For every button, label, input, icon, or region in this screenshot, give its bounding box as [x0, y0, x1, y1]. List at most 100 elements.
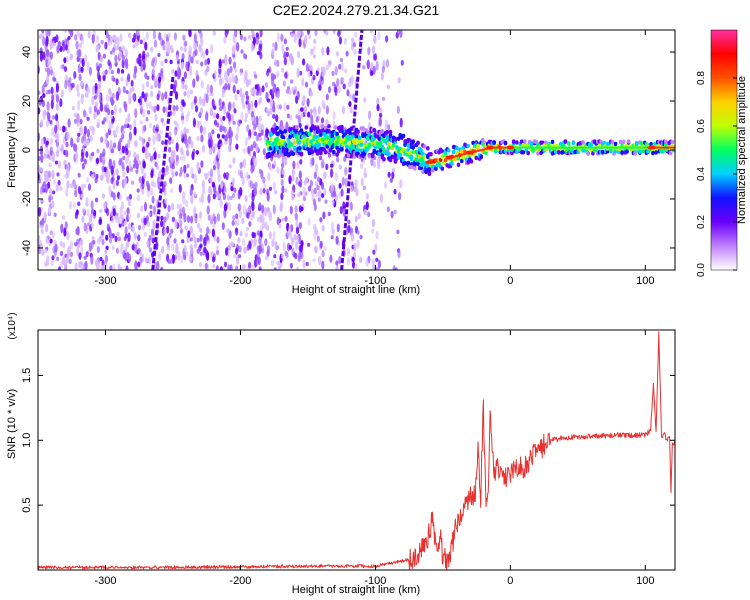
signal-cell — [571, 140, 576, 146]
noise-cell — [77, 132, 81, 137]
noise-cell — [160, 219, 164, 228]
signal-cell — [332, 149, 336, 155]
noise-cell — [227, 112, 232, 122]
noise-cell — [200, 193, 205, 204]
noise-cell — [351, 260, 356, 269]
noise-cell — [79, 118, 83, 125]
noise-cell — [313, 38, 317, 44]
noise-cell — [160, 67, 164, 74]
signal-cell — [379, 140, 383, 146]
noise-cell — [69, 30, 74, 38]
noise-cell — [66, 131, 70, 140]
signal-cell — [460, 158, 464, 164]
noise-cell — [85, 151, 89, 158]
noise-cell — [169, 59, 173, 65]
noise-cell — [252, 140, 256, 149]
noise-cell — [58, 266, 62, 270]
noise-cell — [99, 256, 103, 262]
noise-cell — [232, 101, 236, 110]
noise-cell — [325, 64, 329, 71]
noise-cell — [225, 247, 229, 256]
noise-cell — [296, 67, 300, 78]
snr-frame-bg — [38, 330, 675, 570]
noise-cell — [99, 102, 104, 112]
noise-cell — [312, 54, 317, 59]
snr-frame — [37, 329, 676, 571]
noise-cell — [397, 249, 401, 259]
snr-y-label: SNR (10 * v/v) — [6, 389, 18, 459]
tick-label: -200 — [229, 275, 251, 287]
noise-cell — [348, 81, 352, 88]
noise-cell — [143, 201, 148, 212]
noise-cell — [197, 222, 201, 229]
noise-cell — [47, 206, 52, 216]
noise-cell — [175, 242, 179, 253]
noise-cell — [67, 118, 71, 128]
noise-cell — [123, 220, 127, 226]
signal-cell — [379, 148, 383, 153]
noise-cell — [335, 51, 339, 57]
noise-cell — [264, 82, 268, 88]
noise-cell — [400, 59, 404, 66]
noise-cell — [190, 56, 194, 64]
noise-cell — [131, 224, 135, 233]
noise-cell — [169, 177, 173, 184]
noise-cell — [392, 265, 396, 270]
noise-cell — [148, 122, 152, 129]
noise-cell — [166, 237, 170, 246]
noise-cell — [126, 196, 130, 201]
noise-cell — [212, 146, 216, 154]
noise-cell — [233, 108, 237, 114]
noise-cell — [300, 112, 304, 119]
noise-cell — [180, 130, 184, 139]
noise-cell — [340, 62, 345, 72]
noise-cell — [133, 141, 137, 146]
noise-cell — [296, 30, 300, 39]
noise-cell — [218, 98, 222, 107]
noise-cell — [242, 101, 246, 110]
noise-cell — [220, 180, 224, 190]
signal-cell — [613, 141, 618, 147]
signal-core — [530, 146, 534, 149]
noise-cell — [331, 70, 335, 77]
noise-cell — [138, 176, 142, 184]
signal-core — [541, 146, 545, 149]
noise-cell — [132, 93, 136, 101]
noise-cell — [296, 161, 300, 169]
noise-cell — [276, 166, 280, 174]
noise-cell — [373, 53, 378, 61]
noise-cell — [102, 53, 106, 59]
noise-cell — [236, 255, 240, 265]
noise-cell — [51, 255, 55, 261]
signal-core — [568, 146, 572, 149]
signal-core — [600, 146, 604, 149]
noise-cell — [227, 101, 231, 112]
noise-cell — [174, 70, 178, 77]
noise-cell — [122, 86, 126, 94]
tick-label: 0 — [21, 147, 33, 153]
noise-cell — [338, 182, 342, 189]
noise-cell — [211, 228, 215, 238]
noise-cell — [258, 43, 262, 54]
noise-cell — [120, 201, 124, 210]
spectrogram-noise — [38, 30, 404, 270]
noise-cell — [341, 105, 346, 115]
noise-cell — [258, 236, 262, 245]
noise-cell — [349, 107, 353, 114]
noise-cell — [258, 266, 262, 270]
noise-cell — [313, 223, 317, 231]
noise-cell — [289, 53, 293, 63]
noise-cell — [75, 228, 79, 235]
noise-cell — [104, 249, 108, 254]
signal-cell — [356, 129, 360, 134]
noise-cell — [146, 239, 150, 248]
noise-cell — [376, 104, 380, 112]
noise-cell — [104, 41, 108, 50]
noise-cell — [248, 241, 252, 250]
noise-cell — [252, 155, 256, 164]
noise-cell — [105, 114, 109, 123]
noise-cell — [178, 183, 182, 193]
signal-cell — [299, 128, 304, 133]
noise-cell — [330, 235, 334, 240]
noise-cell — [343, 37, 347, 45]
